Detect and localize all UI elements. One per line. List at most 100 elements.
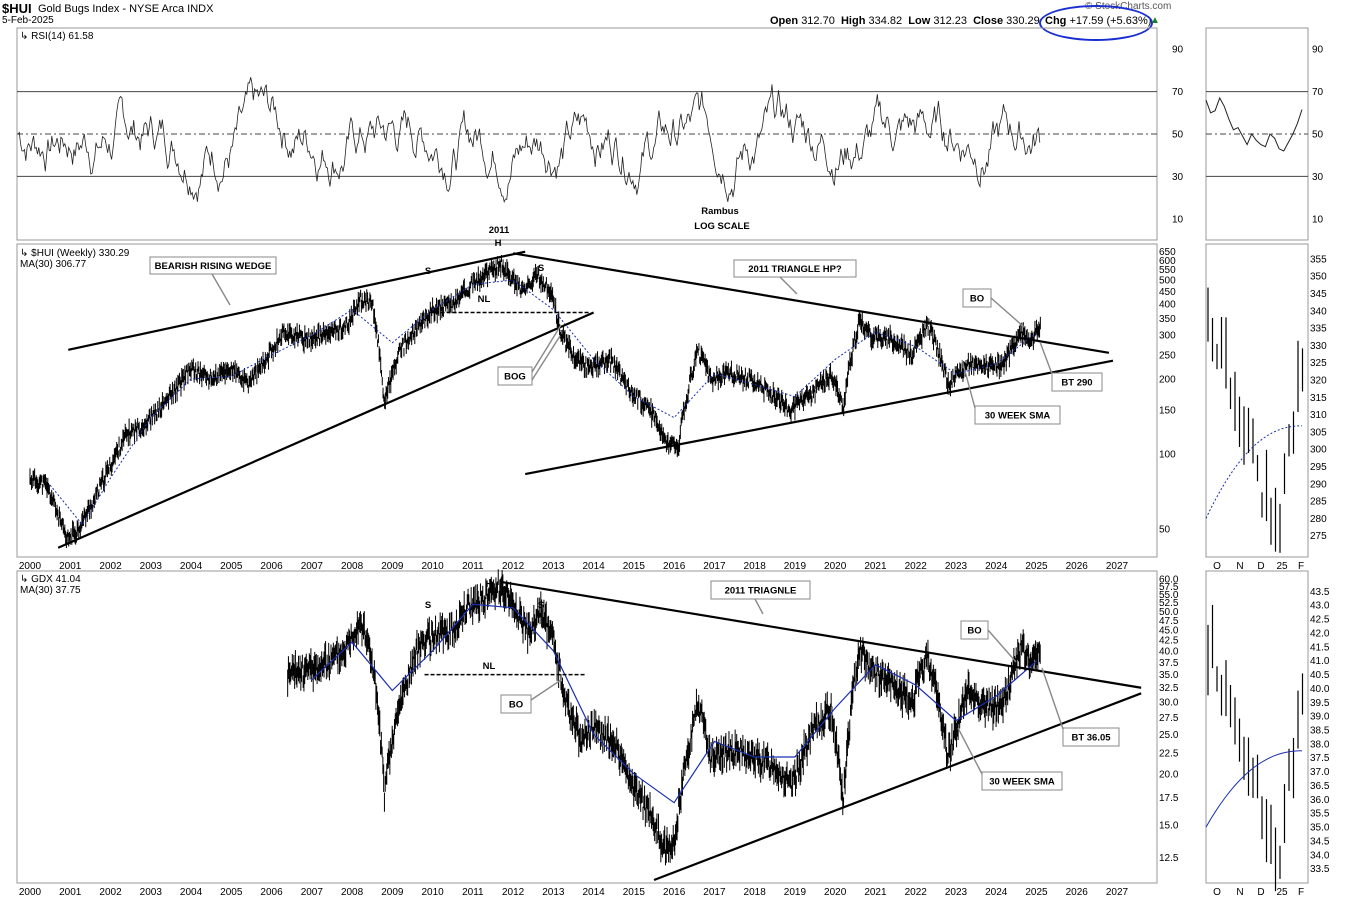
gdx-bo-neckline-pointer [530,679,562,701]
gdx-triangle-label: 2011 TRIAGNLE [725,586,797,597]
gdx-y-tick: 12.5 [1159,853,1179,864]
high-label: High [840,15,866,27]
hui-neckline-label: NL [478,294,491,305]
gdx-x-tick: 2001 [59,887,82,898]
bog-pointer-1 [531,324,562,373]
gdx-x-tick: 2013 [542,887,565,898]
gdx-x-tick: 2019 [784,887,807,898]
gdx-ma-legend: MA(30) 37.75 [20,585,81,596]
hui-x-tick: 2014 [583,561,606,572]
log-scale-label: LOG SCALE [694,221,749,232]
hui-y-tick: 450 [1159,287,1176,298]
hui-x-tick: 2016 [663,561,686,572]
hui-30-week-sma-label: 30 WEEK SMA [985,411,1051,422]
rsi-line [17,77,1041,204]
gdx-inset-y-tick: 38.5 [1310,726,1330,737]
hui-x-tick: 2018 [744,561,767,572]
hui-inset-x-tick: O [1213,561,1221,572]
gdx-x-tick: 2020 [824,887,847,898]
hui-inset-frame [1205,243,1309,558]
gdx-inset-frame [1205,570,1309,884]
gdx-x-tick: 2012 [502,887,525,898]
hui-legend: ↳ $HUI (Weekly) 330.29 [20,248,130,259]
hui-y-tick: 550 [1159,265,1176,276]
hui-inset-x-tick: 25 [1276,561,1288,572]
gdx-y-tick: 60.0 [1159,574,1179,585]
hui-x-tick: 2006 [260,561,283,572]
gdx-triangle-label-box [710,580,811,600]
gdx-y-tick: 27.5 [1159,713,1179,724]
rsi-inset-line [1205,96,1303,152]
hui-x-tick: 2017 [703,561,726,572]
gdx-y-tick: 22.5 [1159,748,1179,759]
hui-right-shoulder-label: S [538,263,544,274]
gdx-trendline-triangle-bottom [653,692,1142,882]
rsi-y-tick: 30 [1172,172,1184,183]
rsi-inset-y-tick: 90 [1312,45,1324,56]
hui-inset-bars [1207,287,1304,553]
gdx-neckline-label: NL [483,661,496,672]
gdx-y-tick: 15.0 [1159,820,1179,831]
hui-y-tick: 250 [1159,350,1176,361]
hui-price-bars [29,254,1041,549]
gdx-inset-y-tick: 35.5 [1310,809,1330,820]
gdx-inset-x-tick: F [1298,887,1304,898]
gdx-inset-y-tick: 35.0 [1310,823,1330,834]
hui-x-tick: 2012 [502,561,525,572]
gdx-inset-y-tick: 36.0 [1310,795,1330,806]
hui-x-tick: 2025 [1025,561,1048,572]
hui-sma-pointer [961,359,976,409]
hui-inset-y-tick: 340 [1310,306,1327,317]
hui-x-tick: 2002 [99,561,122,572]
hui-trendline-triangle-bottom [524,359,1114,476]
gdx-inset-y-tick: 37.0 [1310,767,1330,778]
chart-header: $HUI Gold Bugs Index - NYSE Arca INDX 5-… [0,0,1350,41]
hui-inset-y-tick: 345 [1310,289,1327,300]
rsi-legend: ↳ RSI(14) 61.58 [20,31,94,42]
gdx-y-tick: 17.5 [1159,793,1179,804]
hui-inset-y-tick: 350 [1310,272,1327,283]
gdx-inset-x-tick: N [1236,887,1243,898]
triangle-hp-pointer [779,276,798,295]
hui-y-tick: 400 [1159,300,1176,311]
gdx-x-tick: 2005 [220,887,243,898]
bt-290-label-box [1051,372,1103,392]
hui-y-tick: 50 [1159,524,1171,535]
gdx-30-week-sma-label: 30 WEEK SMA [989,777,1055,788]
hui-inset-y-tick: 295 [1310,462,1327,473]
hui-bo-pointer [990,297,1025,328]
gdx-y-tick: 45.0 [1159,625,1179,636]
gdx-bo-neckline-label: BO [509,700,523,711]
gdx-inset-y-tick: 36.5 [1310,781,1330,792]
stockcharts-logo: © StockCharts.com [1085,1,1172,12]
hui-x-tick: 2024 [985,561,1008,572]
hui-inset-y-tick: 280 [1310,514,1327,525]
gdx-inset-y-tick: 39.5 [1310,698,1330,709]
low-value: 312.23 [933,15,967,27]
gdx-x-tick: 2003 [140,887,163,898]
hui-ma-line [49,279,1037,526]
gdx-inset-y-tick: 34.5 [1310,836,1330,847]
hui-x-tick: 2026 [1066,561,1089,572]
hui-x-tick: 2001 [59,561,82,572]
gdx-y-tick: 52.5 [1159,598,1179,609]
hui-y-tick: 350 [1159,314,1176,325]
gdx-y-tick: 55.0 [1159,590,1179,601]
gdx-y-tick: 32.5 [1159,683,1179,694]
gdx-legend: ↳ GDX 41.04 [20,574,81,585]
ohlc-readout: Open 312.70 High 334.82 Low 312.23 Close… [770,15,1040,27]
triangle-hp-label: 2011 TRIANGLE HP? [748,264,842,275]
rsi-inset-y-tick: 30 [1312,172,1324,183]
hui-x-tick: 2000 [19,561,42,572]
gdx-sma-pointer [957,727,983,775]
gdx-x-tick: 2000 [19,887,42,898]
hui-inset-y-tick: 315 [1310,393,1327,404]
hui-inset-y-tick: 325 [1310,358,1327,369]
gdx-price-bars [287,569,1041,866]
gdx-x-tick: 2023 [945,887,968,898]
hui-inset-y-tick: 305 [1310,427,1327,438]
hui-inset-x-tick: D [1257,561,1264,572]
hui-inset-y-tick: 285 [1310,497,1327,508]
hui-inset-x-tick: F [1298,561,1304,572]
